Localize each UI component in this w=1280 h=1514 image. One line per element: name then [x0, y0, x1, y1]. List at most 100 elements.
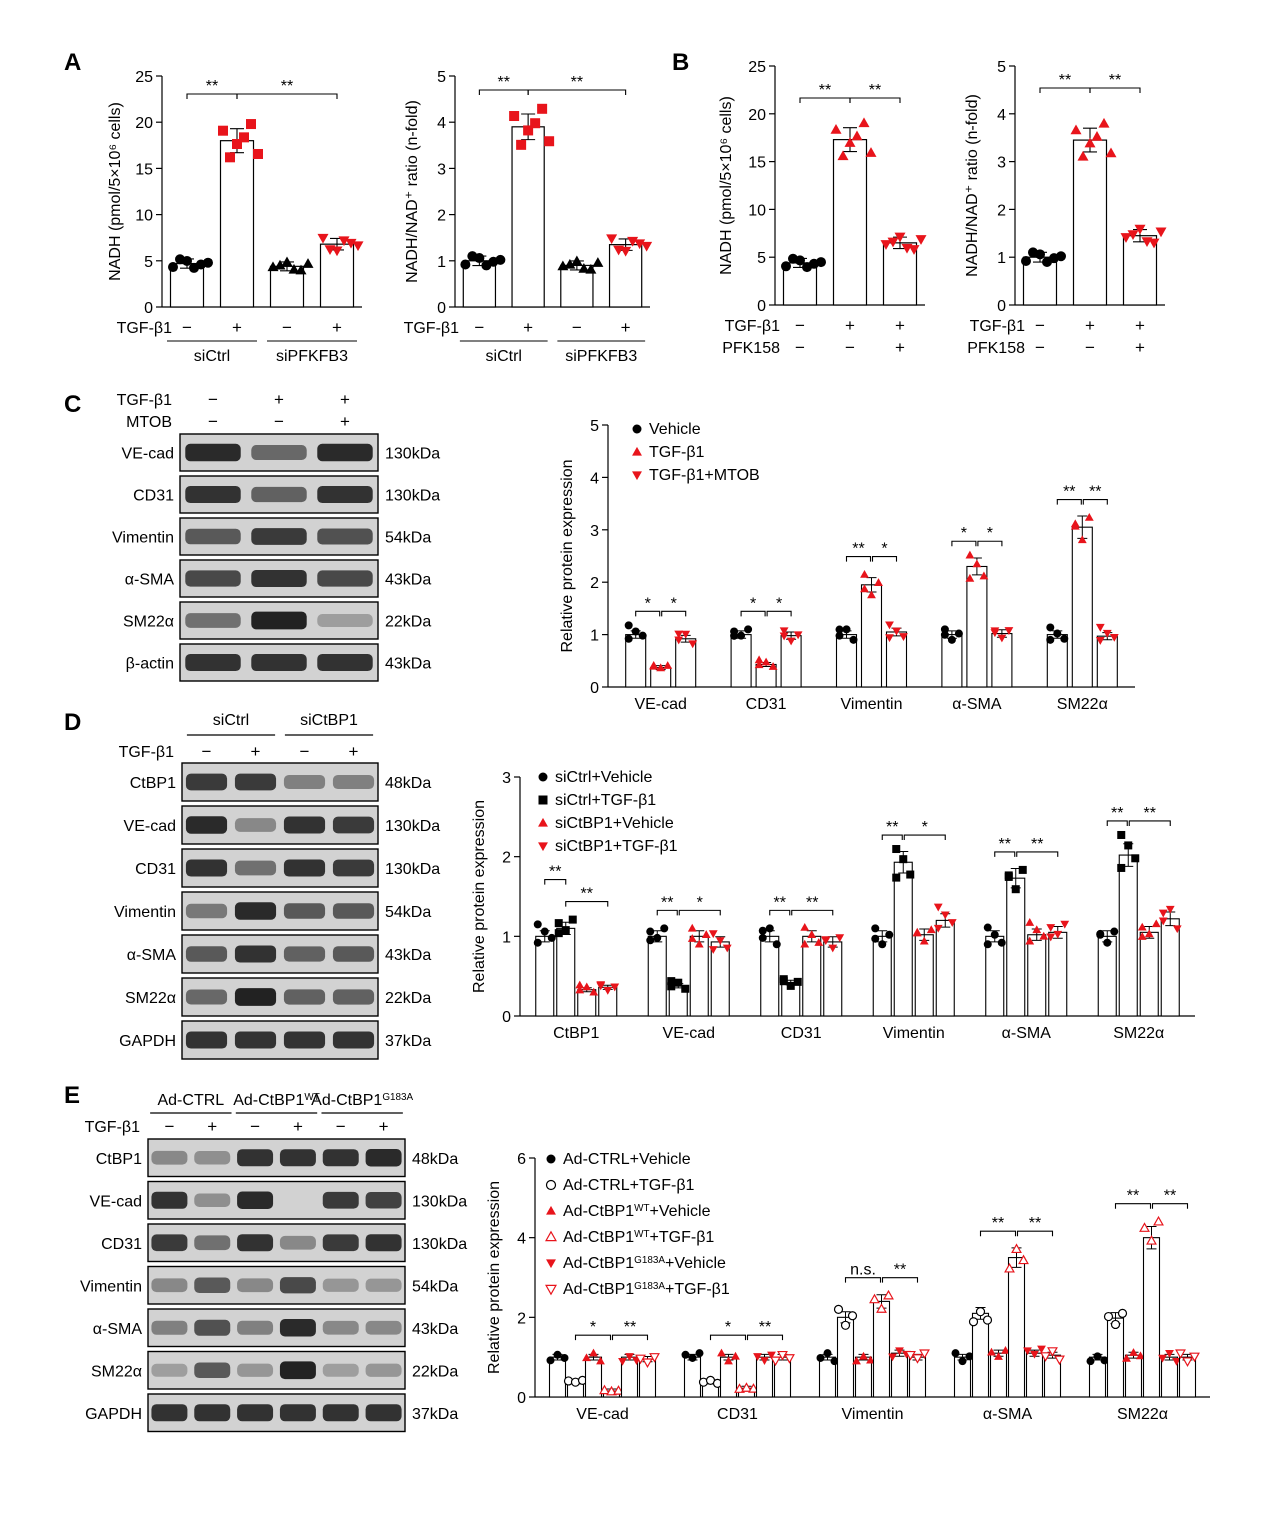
- data-point: [1032, 925, 1042, 934]
- significance-bracket: [678, 909, 721, 916]
- condition-value: −: [1035, 338, 1045, 357]
- data-point: [547, 933, 556, 942]
- blot-band: [279, 1404, 316, 1422]
- legend-marker: [546, 1259, 556, 1269]
- data-point: [876, 1303, 887, 1313]
- data-point: [694, 939, 704, 948]
- significance-bracket: [1089, 87, 1141, 93]
- data-point: [1103, 938, 1112, 947]
- data-point: [781, 261, 791, 272]
- data-point: [687, 934, 697, 942]
- chart-A2: 0 1 2 3 4 5 NADH/NAD⁺ ratio (n-fold) ** ** TGF-β1…: [404, 69, 653, 365]
- bar: [832, 139, 868, 306]
- panel-label-e: E: [64, 1082, 80, 1109]
- kda-label: 22kDa: [385, 990, 431, 1007]
- y-tick-label: 2: [590, 575, 599, 592]
- data-point: [687, 923, 697, 932]
- data-point: [887, 237, 899, 248]
- data-point: [634, 239, 646, 250]
- data-point: [1151, 919, 1161, 928]
- kda-label: 37kDa: [385, 1033, 431, 1050]
- condition-value: +: [232, 318, 242, 337]
- data-point: [568, 915, 577, 924]
- panel-label-a: A: [64, 49, 81, 76]
- data-point: [1030, 1350, 1039, 1359]
- category-label: Vimentin: [842, 1406, 904, 1423]
- blot-band: [317, 614, 373, 627]
- significance-bracket-text: **: [661, 894, 673, 911]
- data-point: [807, 930, 817, 938]
- bar: [802, 935, 822, 1017]
- data-point: [793, 631, 803, 640]
- data-point: [546, 1356, 555, 1365]
- blot-strip: [147, 1350, 406, 1390]
- y-tick-label: 5: [997, 59, 1006, 76]
- bar: [1142, 1237, 1161, 1398]
- data-point: [748, 1383, 759, 1393]
- data-point: [777, 1350, 788, 1361]
- y-tick-label: 3: [437, 161, 446, 178]
- data-point: [613, 245, 625, 256]
- data-point: [828, 944, 838, 953]
- data-point: [830, 1357, 839, 1366]
- blot-band: [332, 989, 375, 1005]
- data-point: [1165, 1349, 1174, 1358]
- blot-band: [365, 1320, 402, 1335]
- blot-condition-value: −: [208, 390, 218, 409]
- data-point: [926, 925, 936, 934]
- data-point: [1098, 117, 1110, 128]
- blot-band: [185, 903, 228, 919]
- bar: [1071, 526, 1093, 688]
- data-point: [906, 870, 915, 879]
- significance-bracket: [1082, 499, 1108, 505]
- data-point: [947, 919, 957, 927]
- blot-band: [185, 946, 228, 962]
- data-point: [779, 632, 789, 641]
- legend-label: siCtrl+Vehicle: [555, 769, 652, 786]
- kda-label: 54kDa: [412, 1278, 458, 1295]
- data-point: [987, 1347, 996, 1356]
- blot-group-label: siCtBP1: [300, 712, 358, 729]
- significance-bracket: [1016, 851, 1059, 857]
- data-point: [1054, 1355, 1065, 1366]
- category-label: α-SMA: [1002, 1025, 1052, 1042]
- protein-label: SM22α: [123, 614, 174, 631]
- data-point: [1158, 917, 1168, 926]
- data-point: [681, 630, 691, 639]
- data-point: [530, 118, 541, 129]
- significance-bracket-text: **: [1111, 805, 1123, 822]
- y-axis-label: NADH/NAD⁺ ratio (n-fold): [404, 100, 421, 283]
- blot-band: [279, 1319, 316, 1337]
- data-point: [754, 660, 764, 669]
- chart-C: 0 1 2 3 4 5 Relative protein expression VE-cad *…: [559, 418, 1135, 713]
- y-tick-label: 15: [748, 155, 766, 172]
- blot-condition-value: −: [202, 742, 212, 761]
- significance-bracket: [979, 1230, 1017, 1237]
- data-point: [1093, 1352, 1102, 1361]
- significance-bracket: [871, 556, 898, 562]
- blot-band: [332, 903, 375, 919]
- y-tick-label: 0: [757, 298, 766, 315]
- data-point: [618, 1357, 627, 1366]
- kda-label: 130kDa: [412, 1193, 467, 1210]
- y-tick-label: 20: [135, 115, 153, 132]
- legend-label: Ad-CtBP1G183A+Vehicle: [563, 1255, 726, 1273]
- data-point: [722, 944, 732, 953]
- legend-label: Ad-CTRL+Vehicle: [563, 1151, 691, 1168]
- data-point: [253, 148, 263, 159]
- data-point: [871, 934, 880, 943]
- data-point: [940, 630, 949, 639]
- data-point: [885, 621, 894, 630]
- data-point: [660, 924, 669, 933]
- blot-band: [185, 773, 228, 791]
- legend-marker: [538, 772, 548, 782]
- blot-band: [251, 611, 307, 630]
- kda-label: 54kDa: [385, 530, 431, 547]
- chart-A1: 0 5 10 15 20 25 NADH (pmol/5×10⁶ cells) ** ** TGF…: [107, 69, 364, 365]
- legend-label: Vehicle: [649, 421, 701, 438]
- significance-bracket: [527, 89, 627, 95]
- category-label: SM22α: [1057, 696, 1108, 713]
- data-point: [1131, 854, 1140, 863]
- data-point: [730, 631, 739, 640]
